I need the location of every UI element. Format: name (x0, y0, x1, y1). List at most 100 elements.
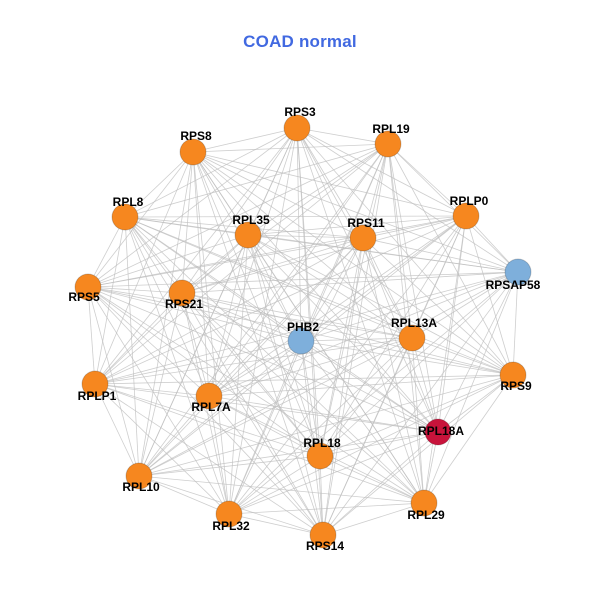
edge (94, 340, 302, 385)
edge (87, 286, 210, 397)
node-label-RPL29: RPL29 (407, 508, 445, 522)
node-RPSAP58 (504, 258, 532, 286)
edge (300, 340, 514, 376)
node-label-RPL13A: RPL13A (391, 316, 437, 330)
edge (87, 286, 425, 504)
node-RPS8 (179, 138, 207, 166)
edge (300, 337, 413, 342)
edge (181, 292, 425, 504)
edge (94, 216, 126, 385)
edge (247, 234, 302, 342)
edge (387, 143, 467, 217)
edge (319, 143, 389, 457)
edge (138, 431, 439, 477)
edge (322, 271, 519, 536)
node-RPL13A (398, 324, 426, 352)
node-RPL29 (410, 489, 438, 517)
edge (362, 237, 519, 273)
edge (124, 216, 210, 397)
edge (87, 237, 364, 288)
edge (362, 237, 413, 339)
edge (296, 127, 519, 273)
edge (296, 127, 302, 342)
edge (228, 455, 321, 515)
edge (87, 143, 389, 288)
edge (387, 143, 425, 504)
edge (94, 292, 183, 385)
node-RPS9 (499, 361, 527, 389)
node-label-RPL19: RPL19 (372, 122, 410, 136)
edge (87, 271, 519, 288)
edge (138, 475, 230, 515)
edge (181, 292, 302, 342)
edge (300, 237, 364, 342)
edge (138, 237, 364, 477)
edge (319, 455, 425, 504)
edge (247, 234, 321, 457)
edge (87, 286, 321, 457)
edge (138, 374, 514, 477)
edge (138, 151, 194, 477)
edge (94, 143, 389, 385)
edge (300, 340, 439, 433)
edge (87, 234, 249, 288)
edge (124, 216, 230, 515)
node-RPL19 (374, 130, 402, 158)
edge (300, 215, 467, 342)
labels-layer: RPS3 RPL19 RPS8 RPL8 RPLP0 RPL35 RPS11 RPSAP58 R… (68, 105, 540, 553)
edge (423, 374, 514, 504)
edges-layer (87, 127, 519, 536)
edge (247, 234, 364, 239)
edge (138, 340, 302, 477)
edge (124, 216, 425, 504)
edge (181, 292, 210, 397)
edge (94, 337, 413, 385)
edge (512, 271, 519, 376)
edge (124, 216, 321, 457)
edge (138, 143, 389, 477)
edge (423, 271, 519, 504)
edge (208, 340, 302, 397)
edge (94, 383, 321, 457)
edge (181, 292, 439, 433)
edge (387, 143, 413, 339)
node-RPL8 (111, 203, 139, 231)
edge (138, 292, 183, 477)
node-RPLP1 (81, 370, 109, 398)
edge (192, 151, 364, 239)
node-label-RPSAP58: RPSAP58 (486, 278, 541, 292)
node-label-PHB2: PHB2 (287, 320, 319, 334)
edge (192, 143, 389, 153)
edge (387, 143, 519, 273)
edge (228, 127, 298, 515)
edge (181, 292, 324, 536)
edge (181, 292, 321, 457)
edge (319, 215, 467, 457)
edge (181, 292, 514, 376)
edge (228, 502, 425, 515)
edge (228, 337, 413, 515)
edge (192, 151, 514, 376)
edge (208, 395, 439, 433)
edge (138, 455, 321, 477)
node-label-RPL7A: RPL7A (191, 400, 231, 414)
edge (300, 340, 425, 504)
node-label-RPS11: RPS11 (347, 216, 385, 230)
node-label-RPL10: RPL10 (122, 480, 160, 494)
edge (138, 234, 249, 477)
edge (228, 237, 364, 515)
edge (192, 151, 413, 339)
node-label-RPL18A: RPL18A (418, 424, 464, 438)
edge (208, 374, 514, 397)
edge (192, 151, 324, 536)
edge (138, 395, 210, 477)
node-RPL18 (306, 442, 334, 470)
edge (319, 337, 413, 457)
edge (300, 340, 324, 536)
edge (192, 151, 519, 273)
edge (192, 127, 298, 153)
edge (362, 215, 467, 239)
edge (247, 234, 514, 376)
